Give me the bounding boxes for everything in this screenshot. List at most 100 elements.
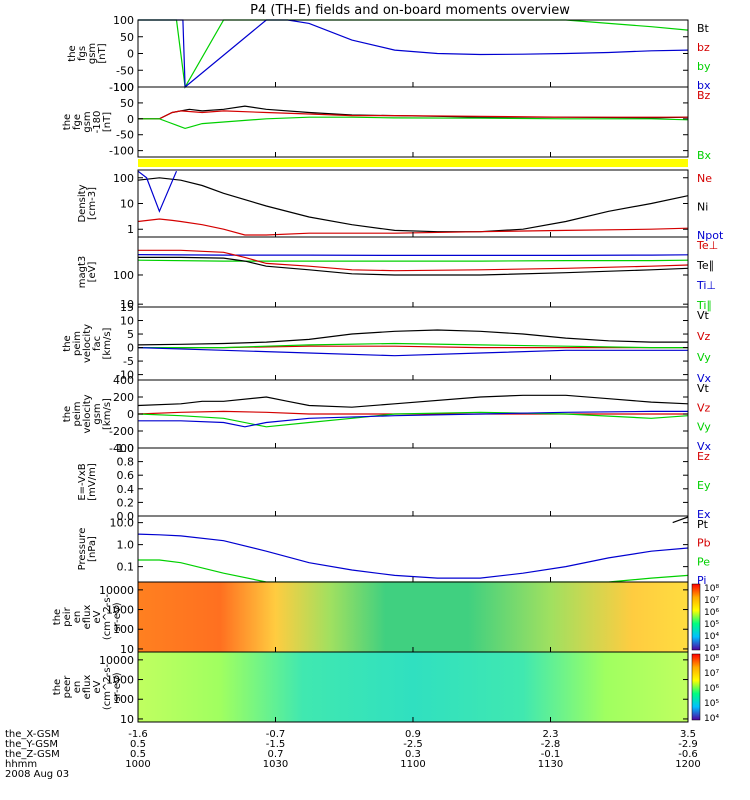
x-tick-label: 1000 — [125, 759, 150, 770]
y-tick-label: 50 — [120, 97, 134, 110]
panel-peim-velocity-gsm: 400 200 0 -200 -400 the peim velocity gsm [km/s] V… — [62, 374, 712, 455]
x-axis-footer: the_X-GSM -1.6 -0.7 0.9 2.3 3.5 the_Y-GSM 0.5 -1… — [5, 729, 701, 780]
series-Pt — [672, 516, 689, 524]
legend-entry: Ey — [697, 479, 711, 492]
series-Te⊥ — [138, 249, 689, 272]
colorbar-label: 10⁶ — [704, 684, 719, 694]
y-tick-label: 0.4 — [117, 483, 135, 496]
legend-entry: Ni — [697, 201, 708, 214]
panel-frame — [137, 19, 689, 88]
series-Vt — [137, 329, 688, 346]
y-axis-label: [cm-3] — [87, 187, 98, 220]
y-axis-label: [mV/m] — [87, 463, 98, 501]
y-tick-label: 10.0 — [110, 517, 135, 530]
series-by — [138, 19, 689, 89]
legend-entry: by — [697, 60, 711, 73]
legend-entry: Vz — [697, 401, 711, 414]
y-tick-label: 200 — [113, 391, 134, 404]
y-axis-label: (cm^2-s- — [102, 663, 113, 710]
y-axis-label: the — [67, 45, 78, 61]
legend-entry: Pi — [697, 574, 706, 587]
colorbar-label: 10⁸ — [704, 654, 719, 664]
panel-density: 100 10 1 Density [cm-3] Ne Ni Npot — [77, 169, 724, 242]
legend-entry: Bx — [697, 149, 712, 162]
series-Te∥ — [138, 256, 689, 276]
y-tick-label: 400 — [113, 374, 134, 387]
panel-frame — [137, 236, 689, 308]
y-axis-label: fgs — [77, 46, 88, 61]
y-tick-label: -100 — [109, 81, 134, 94]
colorbar-label: 10⁶ — [704, 608, 719, 618]
y-tick-label: 0 — [127, 408, 134, 421]
legend-entry: Vy — [697, 351, 711, 364]
y-axis-label: the — [62, 335, 73, 351]
x-tick-label: 2.3 — [543, 729, 559, 740]
y-axis-label: [nPa] — [87, 536, 98, 562]
y-axis-label: velocity — [82, 394, 93, 433]
legend-entry: bz — [697, 41, 710, 54]
spectrogram-fill — [138, 652, 688, 722]
legend-entry: Vt — [697, 382, 710, 395]
panel-fgs: 100 50 0 -50 -100 the fgs gsm [nT] Bt bz by bx — [67, 14, 711, 94]
y-axis-label: velocity — [82, 324, 93, 363]
legend-entry: Bz — [697, 89, 711, 102]
x-tick-label: 1130 — [538, 759, 563, 770]
y-tick-label: 50 — [120, 31, 134, 44]
y-axis-label: fac — [92, 336, 103, 351]
y-tick-label: 1.0 — [117, 539, 135, 552]
series-Vx — [137, 347, 688, 357]
y-tick-label: -50 — [116, 129, 134, 142]
legend-entry: Npot — [697, 229, 724, 242]
y-tick-label: 0.6 — [117, 469, 135, 482]
y-tick-label: 100 — [113, 269, 134, 282]
spectrogram-fill — [138, 582, 688, 652]
colorbar-label: 10⁵ — [704, 620, 719, 630]
series-Vx — [138, 410, 688, 428]
y-tick-label: 10 — [120, 298, 134, 311]
x-tick-label: 0.5 — [130, 749, 146, 760]
panel-peer-spectrogram: 10⁸ 10⁷ 10⁶ 10⁵ 10⁴ 10000 1000 100 10 the peer en ef… — [52, 651, 719, 726]
y-tick-label: 15 — [120, 301, 134, 314]
y-axis-label: [eV] — [87, 262, 98, 283]
y-tick-label: 100 — [113, 693, 134, 706]
y-tick-label: 10 — [120, 198, 134, 211]
y-tick-label: 0.1 — [117, 561, 135, 574]
x-axis-row-label: hhmm — [5, 759, 37, 770]
y-axis-label: peer — [62, 675, 73, 699]
y-tick-label: 10000 — [99, 654, 134, 667]
y-axis-label: eflux — [82, 675, 93, 700]
y-axis-label: Density — [77, 184, 88, 222]
colorbar: 10⁸ 10⁷ 10⁶ 10⁵ 10⁴ 10³ — [691, 583, 719, 654]
y-axis-label: sr-eV) — [112, 672, 123, 701]
y-axis-label: eV — [92, 680, 103, 693]
y-axis-label: Pressure — [77, 528, 88, 571]
y-tick-label: 10 — [120, 713, 134, 726]
y-tick-label: 1 — [127, 223, 134, 236]
y-axis-label: eflux — [82, 605, 93, 630]
yellow-separator-bar — [138, 159, 688, 167]
y-tick-label: 5 — [127, 328, 134, 341]
legend-entry: Ne — [697, 172, 712, 185]
legend-entry: Vy — [697, 421, 711, 434]
y-tick-label: -400 — [109, 442, 134, 455]
legend-entry: Vx — [697, 372, 712, 385]
colorbar: 10⁸ 10⁷ 10⁶ 10⁵ 10⁴ — [691, 653, 719, 724]
colorbar-label: 10⁵ — [704, 699, 719, 709]
x-tick-label: -1.5 — [266, 739, 286, 750]
y-axis-label: [km/s] — [102, 327, 113, 359]
series-Ti∥ — [137, 259, 689, 262]
legend-entry: Pt — [697, 518, 709, 531]
legend-entry: bx — [697, 79, 711, 92]
y-axis-label: [km/s] — [102, 398, 113, 430]
y-tick-label: 100 — [113, 172, 134, 185]
x-tick-label: 1200 — [675, 759, 700, 770]
colorbar-label: 10⁷ — [704, 669, 719, 679]
x-axis-row-label: the_Z-GSM — [5, 749, 60, 760]
y-tick-label: -200 — [109, 425, 134, 438]
x-tick-label: 1100 — [400, 759, 425, 770]
y-tick-label: 100 — [113, 623, 134, 636]
